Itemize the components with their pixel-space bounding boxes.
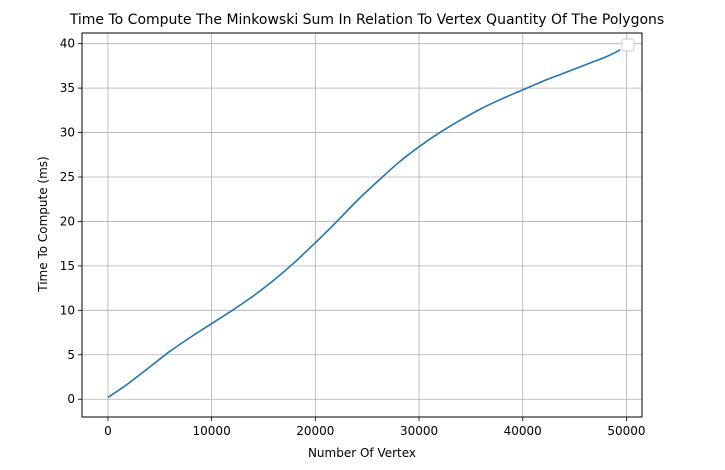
y-tick-label: 15 [60,259,75,273]
y-tick-label: 10 [60,303,75,317]
y-axis: 0 5 10 15 20 25 30 35 40 [60,37,82,406]
y-tick-label: 20 [60,214,75,228]
y-tick-label: 40 [60,37,75,51]
x-axis-label: Number Of Vertex [308,446,416,460]
series-line [107,49,621,399]
y-tick-label: 30 [60,126,75,140]
x-tick-label: 50000 [607,424,645,438]
x-tick-label: 20000 [296,424,334,438]
chart-title: Time To Compute The Minkowski Sum In Rel… [69,12,664,28]
y-tick-label: 35 [60,81,75,95]
legend [621,38,635,52]
x-tick-label: 0 [104,424,112,438]
y-tick-label: 5 [67,348,75,362]
x-tick-label: 10000 [193,424,231,438]
x-tick-label: 30000 [400,424,438,438]
plot-frame [81,32,643,418]
y-axis-label: Time To Compute (ms) [36,156,50,292]
x-axis: 0 10000 20000 30000 40000 50000 [104,417,646,438]
y-tick-label: 25 [60,170,75,184]
y-tick-label: 0 [67,392,75,406]
grid [82,33,642,417]
x-tick-label: 40000 [504,424,542,438]
series-layer [107,49,621,399]
